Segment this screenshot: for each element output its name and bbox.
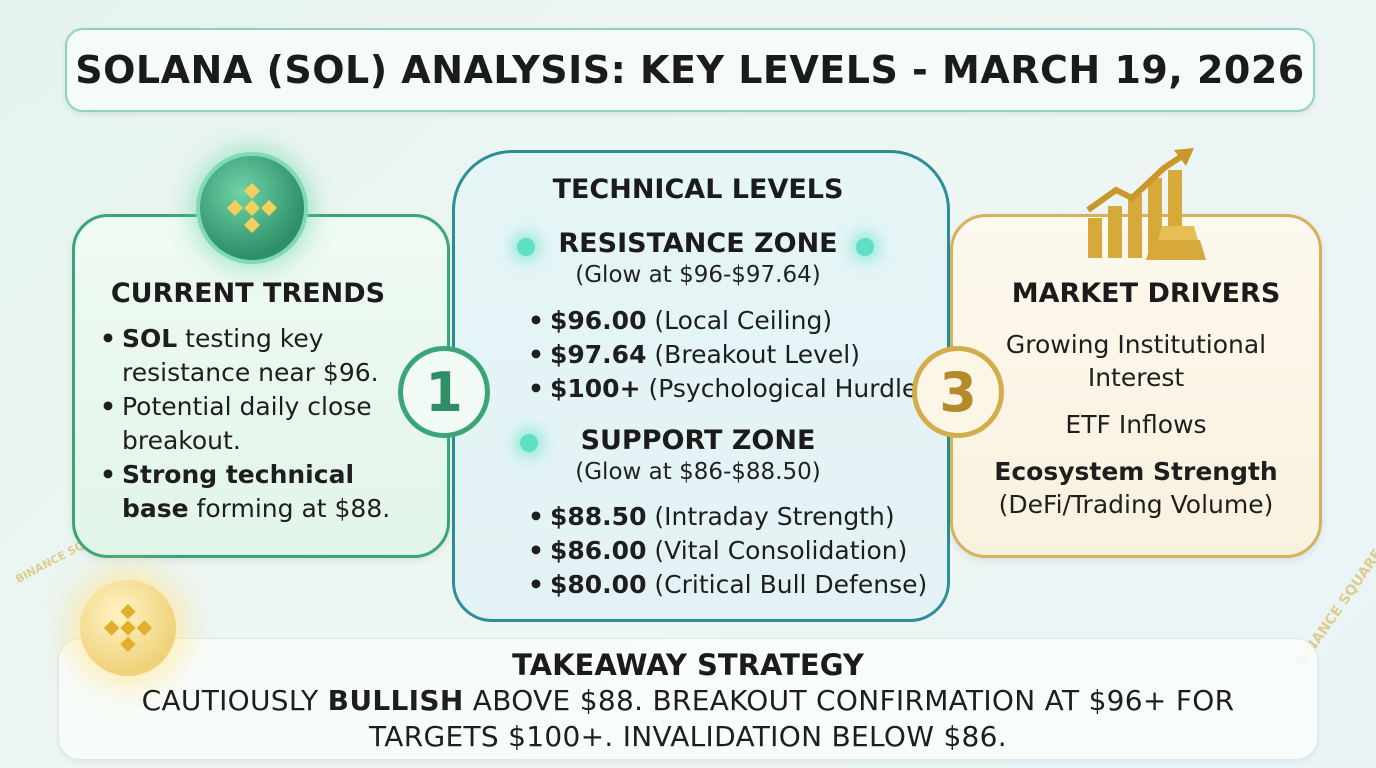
technical-levels-heading: TECHNICAL LEVELS: [552, 174, 844, 205]
list-item: $80.00 (Critical Bull Defense): [524, 568, 927, 602]
takeaway-line-2: TARGETS $100+. INVALIDATION BELOW $86.: [369, 720, 1007, 753]
badge-three: 3: [912, 346, 1004, 438]
resistance-glow-right-icon: [856, 238, 874, 256]
binance-logo-icon: [103, 603, 153, 653]
market-drivers-card: [950, 214, 1322, 558]
support-list: $88.50 (Intraday Strength) $86.00 (Vital…: [524, 500, 927, 602]
gold-chart-icon: [1086, 148, 1206, 260]
list-item: Strong technical base forming at $88.: [96, 458, 396, 526]
takeaway-heading: TAKEAWAY STRATEGY: [512, 648, 864, 682]
takeaway-card: [58, 638, 1318, 760]
resistance-list: $96.00 (Local Ceiling) $97.64 (Breakout …: [524, 304, 927, 406]
list-item: SOL testing key resistance near $96.: [96, 322, 396, 390]
driver-line: ETF Inflows: [1065, 410, 1207, 439]
binance-coin-icon: [196, 152, 308, 264]
market-drivers-heading: MARKET DRIVERS: [1011, 278, 1281, 309]
support-sub: (Glow at $86-$88.50): [575, 459, 821, 485]
market-drivers-text: Growing Institutional Interest ETF Inflo…: [950, 328, 1322, 521]
badge-one: 1: [398, 346, 490, 438]
driver-line: (DeFi/Trading Volume): [998, 490, 1274, 519]
list-item: $97.64 (Breakout Level): [524, 338, 927, 372]
resistance-glow-left-icon: [517, 238, 535, 256]
current-trends-list: SOL testing key resistance near $96. Pot…: [96, 322, 396, 526]
list-item: Potential daily close breakout.: [96, 390, 396, 458]
binance-logo-icon: [227, 183, 277, 233]
list-item: $100+ (Psychological Hurdle): [524, 372, 927, 406]
support-heading: SUPPORT ZONE: [580, 425, 816, 456]
resistance-sub: (Glow at $96-$97.64): [575, 262, 821, 288]
support-glow-icon: [520, 434, 538, 452]
driver-line: Interest: [1087, 363, 1185, 392]
list-item: $96.00 (Local Ceiling): [524, 304, 927, 338]
resistance-heading: RESISTANCE ZONE: [558, 228, 838, 259]
list-item: $88.50 (Intraday Strength): [524, 500, 927, 534]
takeaway-line-1: CAUTIOUSLY BULLISH ABOVE $88. BREAKOUT C…: [141, 684, 1235, 717]
list-item: $86.00 (Vital Consolidation): [524, 534, 927, 568]
title-banner: SOLANA (SOL) ANALYSIS: KEY LEVELS - MARC…: [65, 28, 1315, 112]
driver-line: Growing Institutional: [1005, 330, 1267, 359]
current-trends-heading: CURRENT TRENDS: [110, 278, 386, 309]
driver-line: Ecosystem Strength: [994, 457, 1278, 486]
binance-gold-coin-icon: [80, 580, 176, 676]
page-title: SOLANA (SOL) ANALYSIS: KEY LEVELS - MARC…: [75, 48, 1305, 92]
